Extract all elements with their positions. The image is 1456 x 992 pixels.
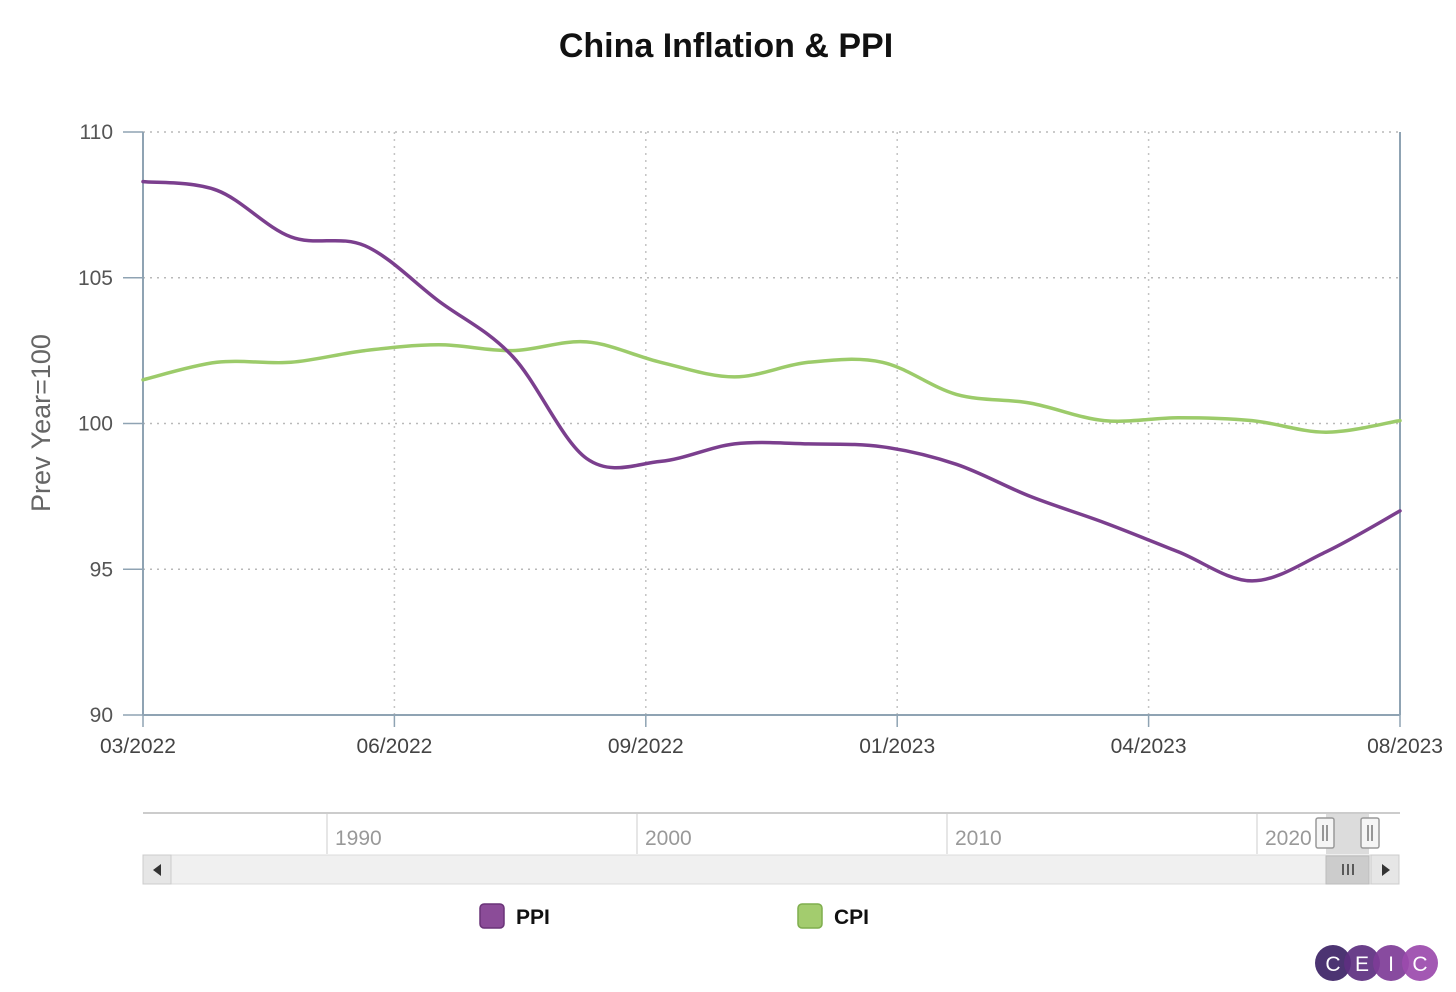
series-line-cpi[interactable] — [141, 339, 1402, 434]
y-axis-label: Prev Year=100 — [26, 334, 56, 512]
scrollbar-right-button[interactable] — [1370, 854, 1400, 885]
y-tick-label: 90 — [90, 704, 113, 727]
x-tick-label: 01/2023 — [859, 735, 935, 758]
arrow-right-icon — [1382, 864, 1390, 876]
navigator-ticks: 1990 2000 2010 2020 — [326, 814, 1312, 854]
x-tick-label: 08/2023 — [1367, 735, 1443, 758]
navigator-tick-label: 2020 — [1265, 827, 1312, 850]
chart-title: China Inflation & PPI — [559, 27, 893, 65]
y-tick-label: 95 — [90, 558, 113, 581]
legend-swatch-cpi — [797, 903, 823, 929]
navigator-left-handle[interactable] — [1315, 817, 1335, 849]
legend-item-ppi[interactable]: PPI — [479, 903, 550, 929]
x-tick-label: 03/2022 — [100, 735, 176, 758]
legend-label-cpi: CPI — [834, 906, 869, 929]
logo-circle — [1373, 945, 1409, 981]
navigator-tick-label: 2010 — [955, 827, 1002, 850]
y-tick-label: 100 — [78, 413, 113, 436]
series-line-ppi[interactable] — [141, 179, 1402, 583]
x-tick-label: 04/2023 — [1111, 735, 1187, 758]
legend-swatch-ppi — [479, 903, 505, 929]
scrollbar-left-button[interactable] — [142, 854, 172, 885]
legend-label-ppi: PPI — [516, 906, 550, 929]
x-tick-label: 09/2022 — [608, 735, 684, 758]
logo-letter: C — [1412, 953, 1427, 976]
scrollbar-track[interactable] — [142, 854, 1400, 885]
legend-item-cpi[interactable]: CPI — [797, 903, 869, 929]
logo-letter: I — [1388, 953, 1394, 976]
y-tick-label: 110 — [80, 121, 113, 144]
axes-layer — [123, 131, 1401, 727]
logo-circle — [1315, 945, 1351, 981]
range-navigator[interactable]: 1990 2000 2010 2020 — [142, 812, 1400, 885]
logo-letter: C — [1325, 953, 1340, 976]
y-tick-label: 105 — [78, 267, 113, 290]
navigator-tick-label: 1990 — [335, 827, 382, 850]
logo-circle — [1402, 945, 1438, 981]
y-tick-labels: 110 105 100 95 90 — [78, 121, 113, 727]
scrollbar-thumb[interactable] — [1325, 855, 1370, 885]
navigator-tick-label: 2000 — [645, 827, 692, 850]
x-tick-label: 06/2022 — [356, 735, 432, 758]
logo-circle — [1344, 945, 1380, 981]
x-tick-labels: 03/2022 06/2022 09/2022 01/2023 04/2023 08/20… — [100, 735, 1443, 758]
logo-letter: E — [1355, 953, 1369, 976]
grid-layer — [143, 131, 1400, 715]
navigator-right-handle[interactable] — [1360, 817, 1380, 849]
arrow-left-icon — [153, 864, 161, 876]
series-layer — [141, 179, 1402, 583]
